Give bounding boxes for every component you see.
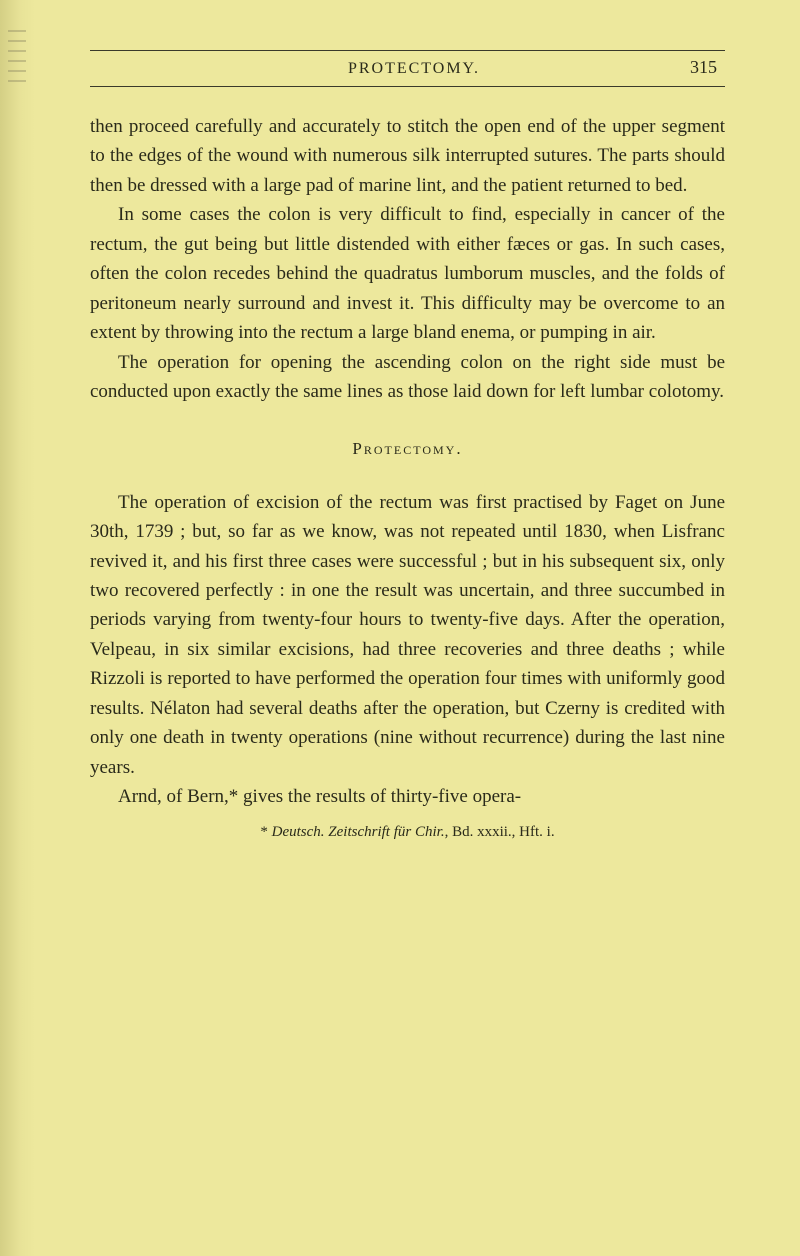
footnote: * Deutsch. Zeitschrift für Chir., Bd. xx… bbox=[90, 824, 725, 841]
paragraph-2: In some cases the colon is very difficul… bbox=[90, 200, 725, 347]
header-title: PROTECTOMY. bbox=[138, 60, 690, 78]
header-rule-top bbox=[90, 50, 725, 51]
paragraph-1: then proceed carefully and accurately to… bbox=[90, 112, 725, 200]
page-header: PROTECTOMY. 315 bbox=[90, 53, 725, 86]
header-rule-bottom bbox=[90, 86, 725, 87]
paragraph-4: The operation of excision of the rectum … bbox=[90, 488, 725, 782]
paragraph-3: The operation for opening the ascending … bbox=[90, 348, 725, 407]
section-heading: Protectomy. bbox=[90, 436, 725, 462]
footnote-marker: * bbox=[260, 824, 271, 840]
page-number: 315 bbox=[690, 57, 717, 78]
footnote-rest: , Bd. xxxii., Hft. i. bbox=[445, 824, 555, 840]
paragraph-5: Arnd, of Bern,* gives the results of thi… bbox=[90, 782, 725, 811]
body-text: then proceed carefully and accurately to… bbox=[90, 112, 725, 812]
page-container: PROTECTOMY. 315 then proceed carefully a… bbox=[0, 0, 800, 1256]
footnote-italic: Deutsch. Zeitschrift für Chir. bbox=[272, 824, 445, 840]
